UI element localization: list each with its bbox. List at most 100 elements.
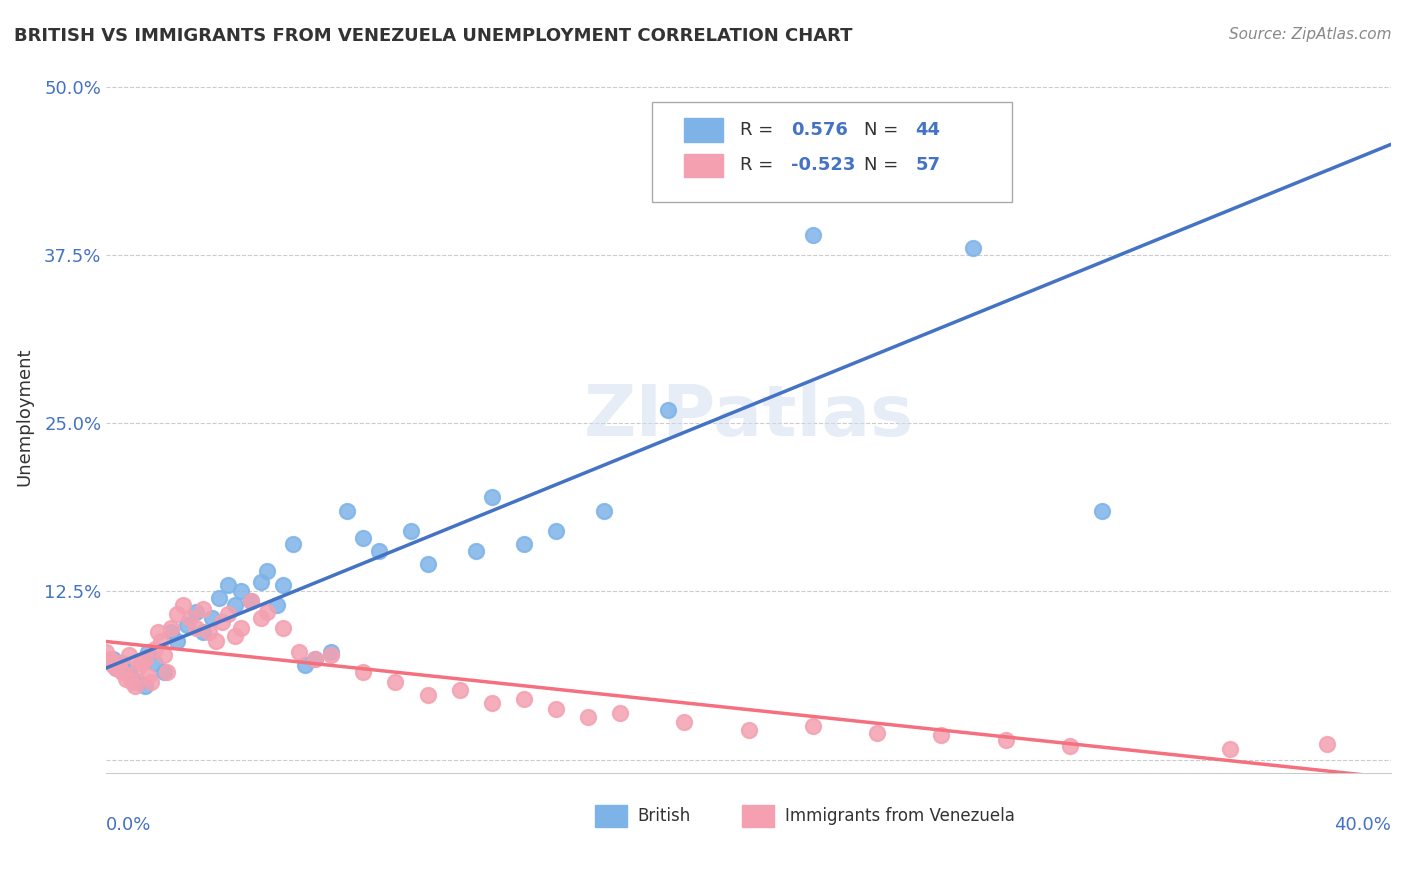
Point: [801, 227, 824, 242]
Point: [866, 726, 889, 740]
Point: [127, 661, 149, 675]
Point: [131, 656, 153, 670]
Point: [224, 629, 246, 643]
Point: [481, 490, 503, 504]
Text: British: British: [637, 807, 690, 825]
Point: [176, 618, 198, 632]
Point: [136, 645, 159, 659]
Text: N =: N =: [865, 120, 898, 138]
Point: [352, 665, 374, 680]
Text: R =: R =: [740, 120, 773, 138]
Point: [114, 672, 136, 686]
Text: BRITISH VS IMMIGRANTS FROM VENEZUELA UNEMPLOYMENT CORRELATION CHART: BRITISH VS IMMIGRANTS FROM VENEZUELA UNE…: [14, 27, 852, 45]
Point: [249, 574, 271, 589]
Point: [224, 598, 246, 612]
Point: [931, 729, 953, 743]
Point: [153, 665, 176, 680]
Point: [191, 602, 214, 616]
Point: [294, 658, 316, 673]
Point: [217, 607, 239, 622]
Point: [153, 648, 176, 662]
Point: [159, 624, 181, 639]
Point: [159, 621, 181, 635]
Point: [513, 692, 536, 706]
Point: [673, 714, 696, 729]
Point: [994, 732, 1017, 747]
Point: [321, 645, 343, 659]
Bar: [742, 805, 775, 827]
Point: [401, 524, 423, 538]
Point: [416, 688, 439, 702]
Bar: [685, 153, 723, 178]
Point: [737, 723, 759, 738]
Point: [121, 674, 143, 689]
Point: [449, 682, 471, 697]
Point: [801, 719, 824, 733]
Point: [239, 594, 262, 608]
Point: [1219, 742, 1241, 756]
Point: [143, 642, 166, 657]
FancyBboxPatch shape: [652, 103, 1012, 202]
Text: -0.523: -0.523: [792, 156, 855, 174]
Point: [231, 621, 253, 635]
Point: [609, 706, 631, 720]
Point: [104, 661, 127, 675]
Text: ZIPatlas: ZIPatlas: [583, 382, 914, 450]
Text: 57: 57: [915, 156, 941, 174]
Point: [544, 701, 567, 715]
Point: [336, 503, 359, 517]
Point: [256, 605, 278, 619]
Point: [172, 598, 194, 612]
Point: [249, 611, 271, 625]
Point: [118, 665, 141, 680]
Point: [1091, 503, 1114, 517]
Point: [544, 524, 567, 538]
Bar: [685, 118, 723, 142]
Point: [98, 652, 121, 666]
Point: [101, 652, 124, 666]
Point: [191, 624, 214, 639]
Point: [1316, 737, 1339, 751]
Point: [186, 621, 208, 635]
Point: [166, 607, 188, 622]
Text: 44: 44: [915, 120, 941, 138]
Point: [769, 174, 792, 188]
Point: [416, 558, 439, 572]
Point: [321, 648, 343, 662]
Point: [108, 656, 131, 670]
Point: [121, 672, 143, 686]
Point: [384, 674, 406, 689]
Point: [368, 544, 391, 558]
Point: [136, 669, 159, 683]
Point: [204, 634, 226, 648]
Y-axis label: Unemployment: Unemployment: [15, 347, 32, 485]
Point: [217, 577, 239, 591]
Point: [304, 652, 326, 666]
Point: [576, 709, 599, 723]
Point: [211, 615, 233, 630]
Point: [304, 652, 326, 666]
Point: [593, 503, 616, 517]
Point: [352, 531, 374, 545]
Text: R =: R =: [740, 156, 773, 174]
Point: [266, 598, 288, 612]
Point: [111, 665, 134, 680]
Point: [962, 241, 984, 255]
Point: [156, 665, 179, 680]
Point: [271, 577, 294, 591]
Text: N =: N =: [865, 156, 898, 174]
Point: [464, 544, 486, 558]
Text: 0.0%: 0.0%: [107, 816, 152, 834]
Point: [146, 624, 169, 639]
Point: [186, 605, 208, 619]
Point: [134, 679, 156, 693]
Point: [513, 537, 536, 551]
Point: [271, 621, 294, 635]
Text: Immigrants from Venezuela: Immigrants from Venezuela: [785, 807, 1015, 825]
Point: [149, 634, 172, 648]
Point: [96, 645, 118, 659]
Text: Source: ZipAtlas.com: Source: ZipAtlas.com: [1229, 27, 1392, 42]
Point: [256, 564, 278, 578]
Point: [481, 696, 503, 710]
Point: [134, 652, 156, 666]
